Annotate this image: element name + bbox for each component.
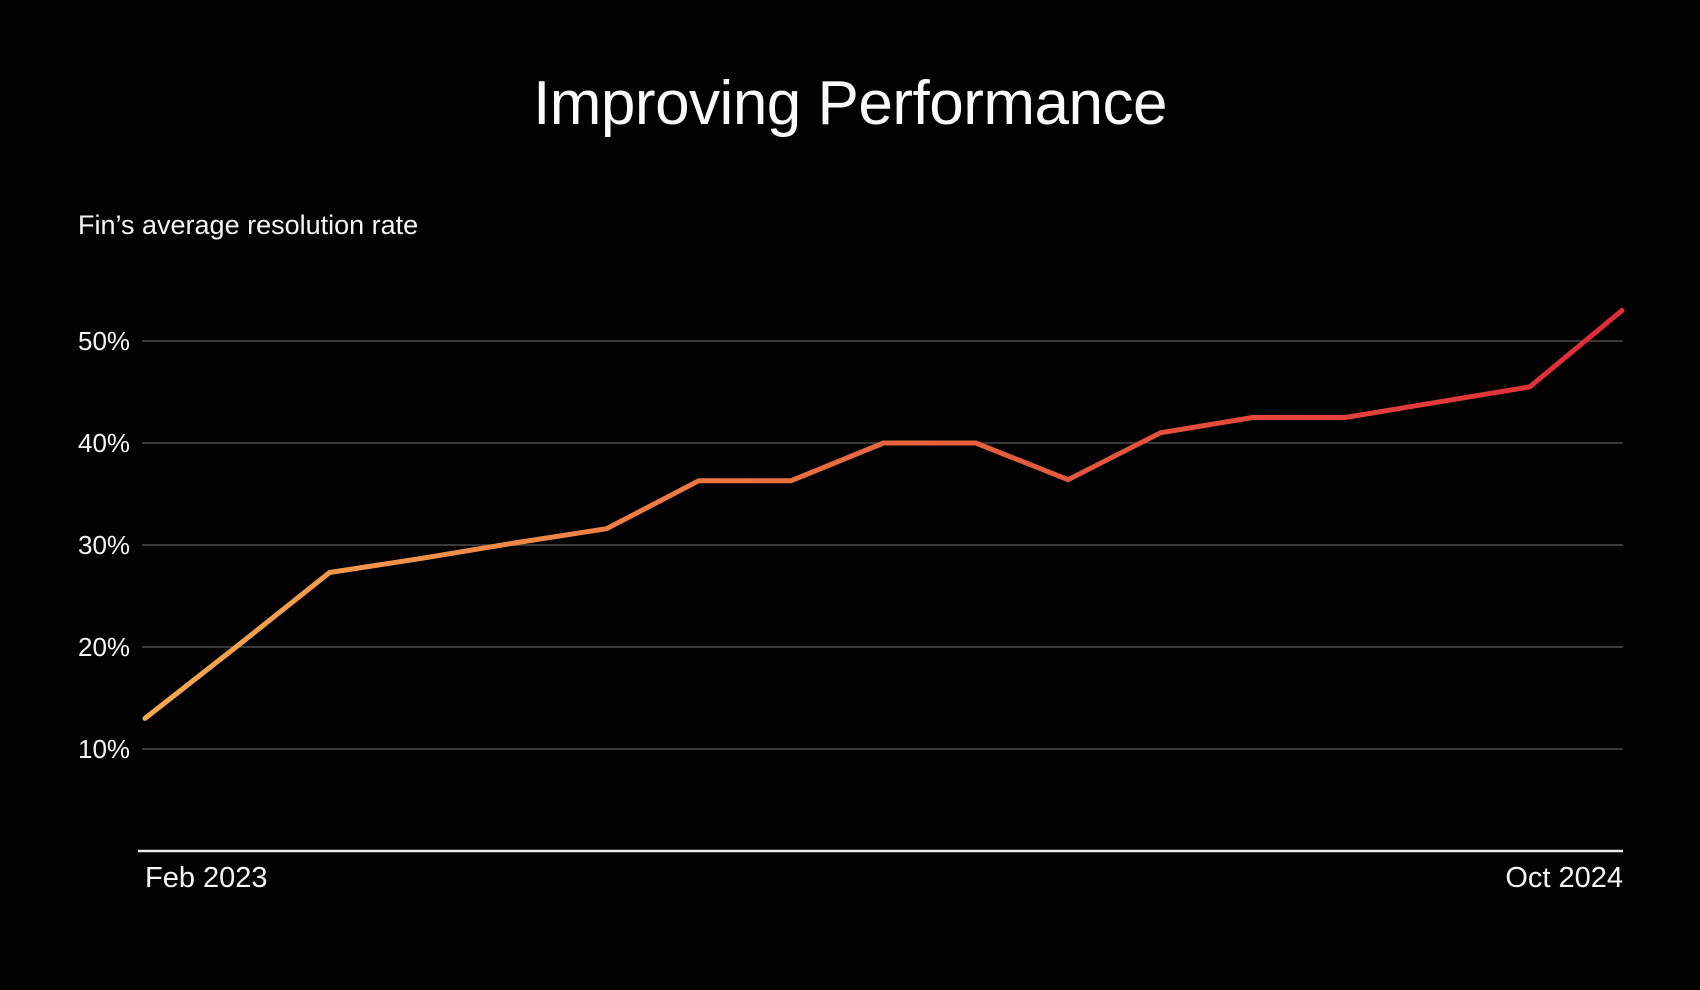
y-tick-label-40: 40%	[78, 428, 130, 458]
chart-subtitle: Fin’s average resolution rate	[78, 210, 419, 240]
y-tick-label-10: 10%	[78, 734, 130, 764]
y-tick-label-30: 30%	[78, 530, 130, 560]
chart-title: Improving Performance	[533, 69, 1167, 138]
x-axis-start-label: Feb 2023	[145, 862, 268, 894]
y-tick-label-20: 20%	[78, 632, 130, 662]
resolution-rate-line	[142, 307, 1625, 721]
y-tick-label-50: 50%	[78, 326, 130, 356]
x-axis-end-label: Oct 2024	[1505, 862, 1623, 894]
